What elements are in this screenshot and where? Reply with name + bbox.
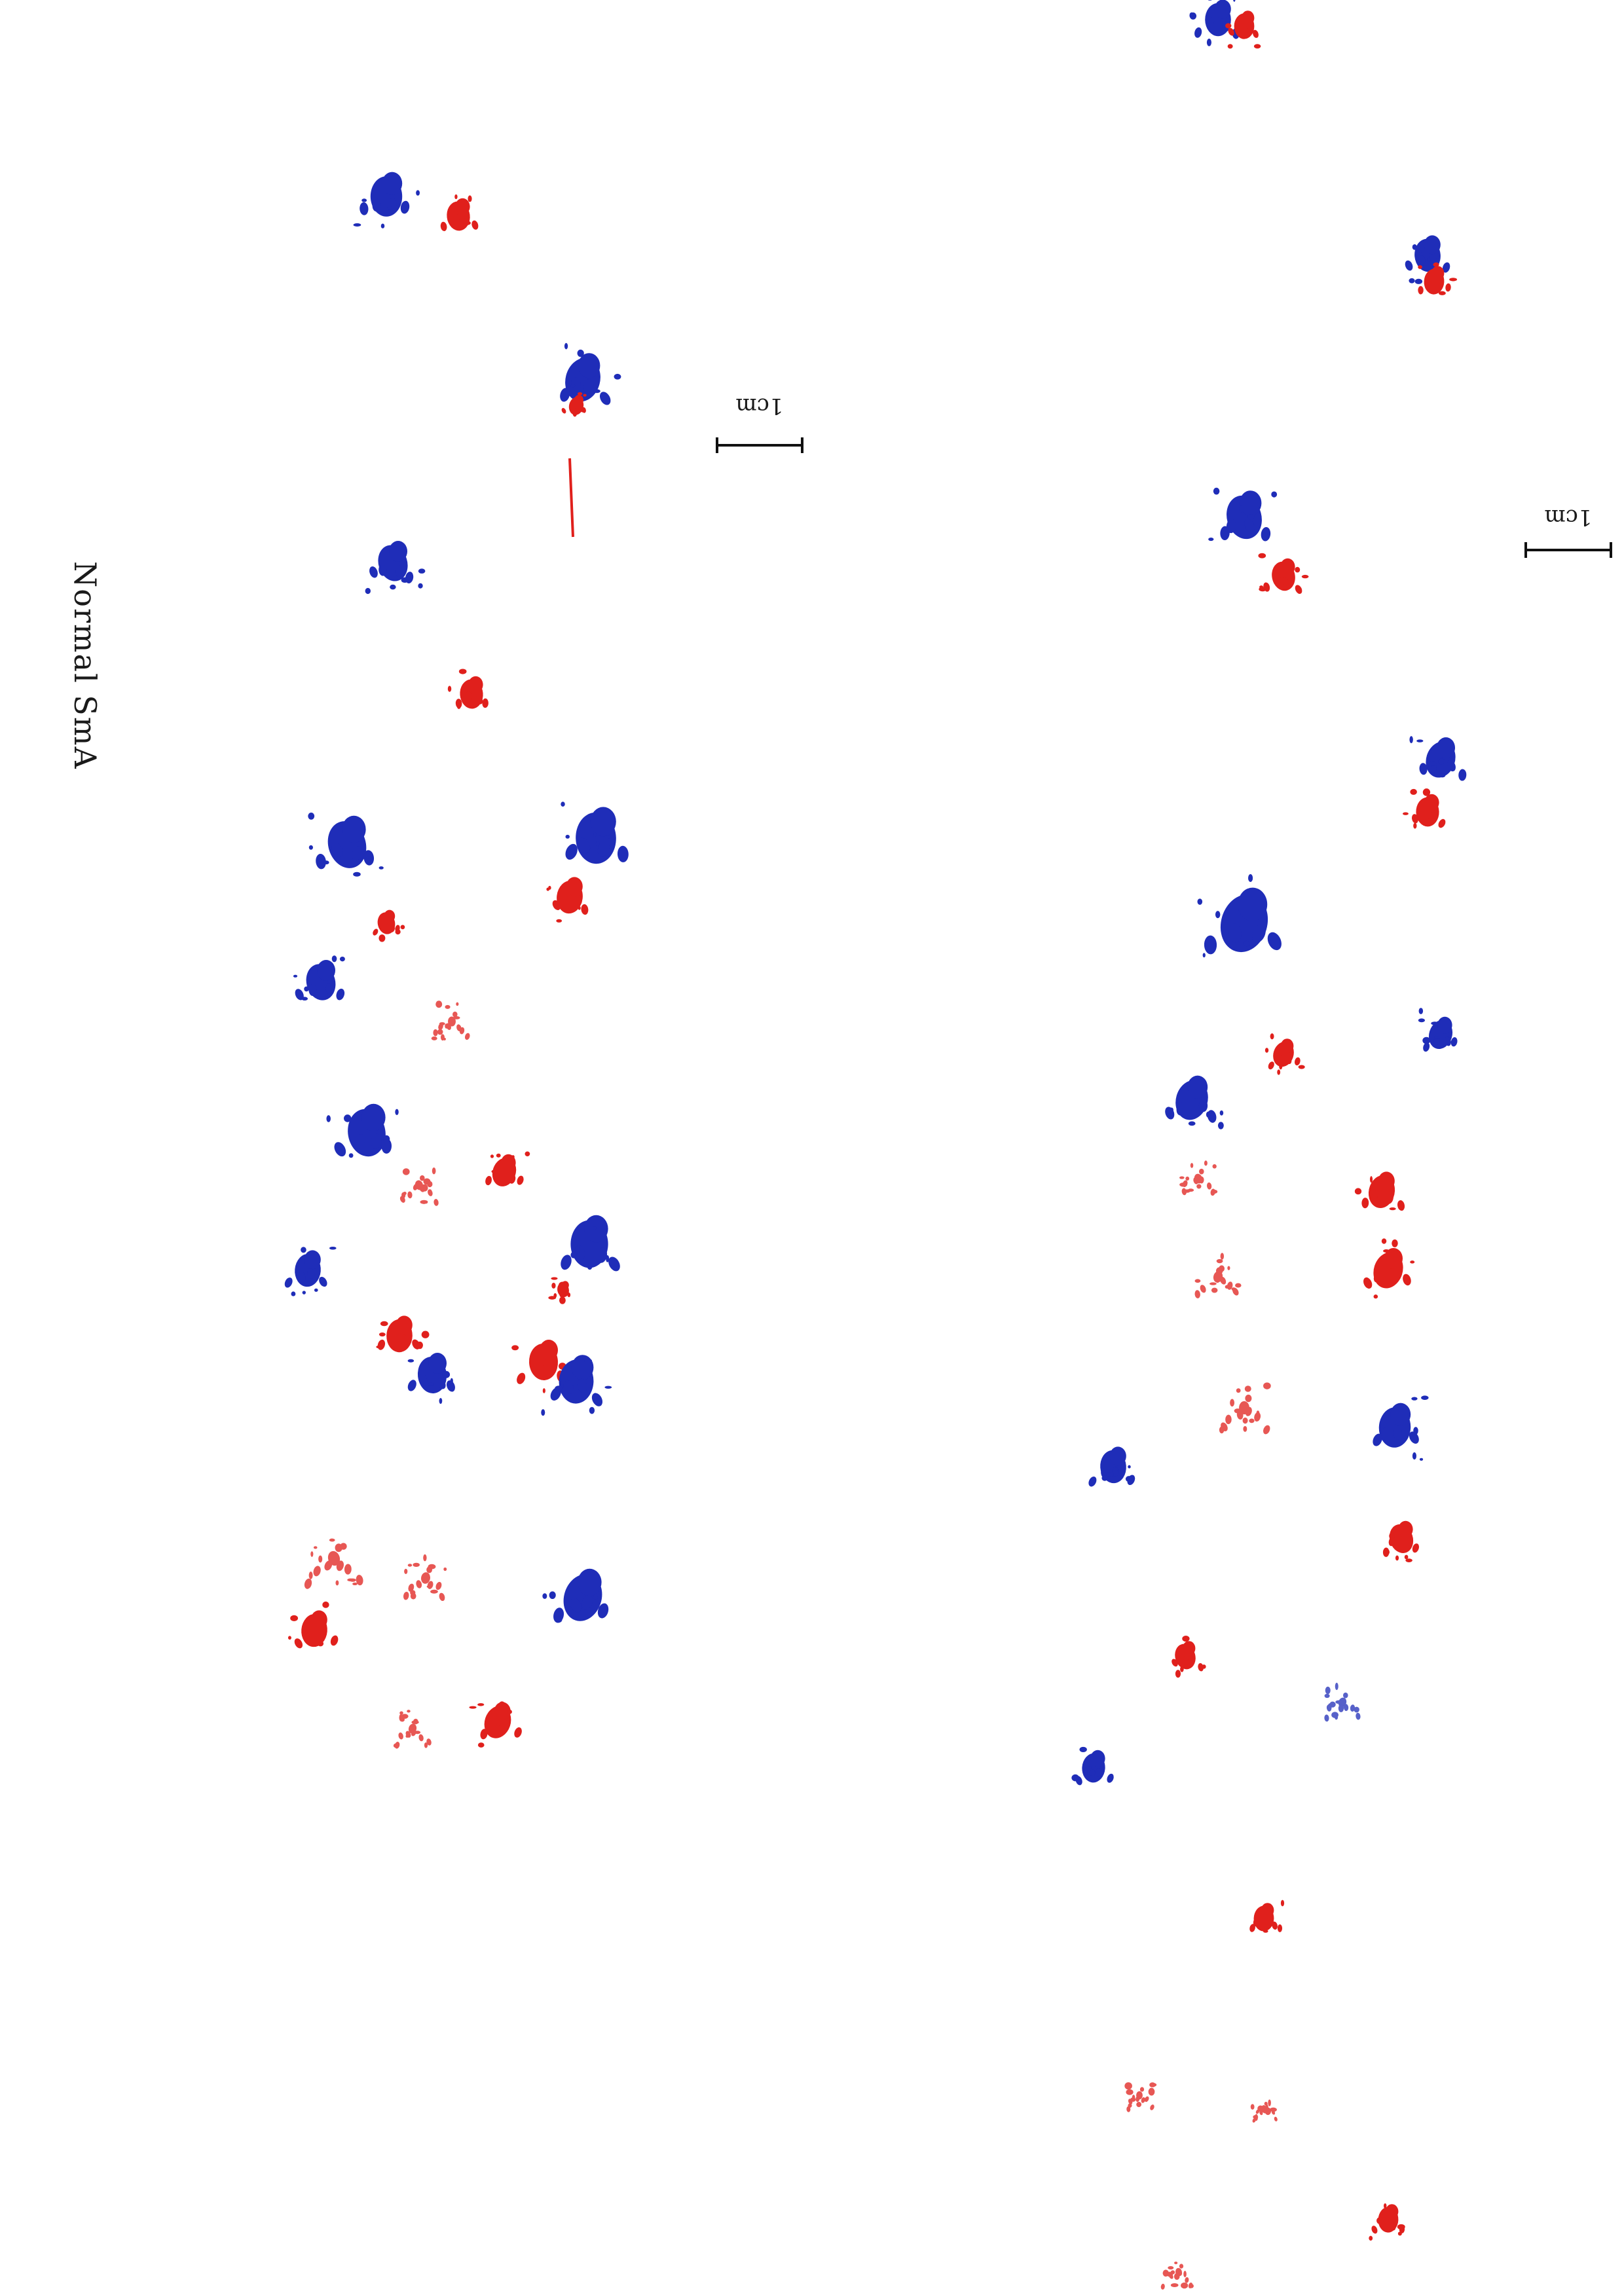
paw-print-left-18	[548, 1277, 571, 1304]
paw-print-right-9	[1197, 873, 1282, 958]
paw-print-left-5	[365, 541, 426, 595]
scale-bar-2-label: 1cm	[1544, 504, 1593, 530]
paw-print-right-15	[1363, 1238, 1415, 1299]
paw-print-right-14	[1354, 1171, 1405, 1211]
paw-print-left-10	[546, 877, 589, 923]
paw-print-right-25	[1124, 2082, 1157, 2112]
paw-print-right-21	[1172, 1636, 1206, 1678]
paw-print-left-15	[399, 1167, 439, 1206]
paw-print-right-22	[1324, 1682, 1361, 1722]
paw-print-right-13	[1179, 1160, 1218, 1196]
paw-print-right-23	[1071, 1746, 1114, 1786]
paw-print-right-24	[1249, 1900, 1285, 1933]
paw-print-left-14	[485, 1151, 530, 1186]
paw-print-left-21	[511, 1340, 570, 1393]
paw-print-right-20	[1382, 1520, 1419, 1562]
paw-print-right-19	[1088, 1446, 1135, 1487]
paw-print-right-1	[1189, 0, 1240, 46]
paw-print-left-24	[403, 1554, 447, 1602]
paw-print-right-16	[1194, 1253, 1242, 1298]
paw-print-left-12	[431, 1001, 470, 1041]
paw-print-right-10	[1264, 1033, 1305, 1075]
paw-print-left-23	[304, 1538, 363, 1589]
scale-bar-2	[1524, 542, 1612, 558]
paw-print-right-4	[1418, 262, 1458, 295]
paw-print-right-5	[1208, 487, 1278, 542]
paw-print-right-6	[1258, 553, 1309, 594]
paw-print-right-2	[1225, 10, 1261, 49]
paw-print-right-12	[1165, 1075, 1224, 1129]
paw-print-left-6	[447, 669, 489, 709]
paw-print-left-28	[469, 1701, 522, 1748]
paw-print-left-25	[542, 1568, 609, 1623]
paw-print-left-4	[561, 392, 587, 417]
sheet-label: Normal SmA	[67, 561, 103, 770]
paw-print-left-26	[287, 1601, 339, 1649]
paw-print-left-27	[393, 1710, 432, 1749]
paw-print-left-8	[373, 909, 405, 942]
scale-bar-1-label: 1cm	[735, 393, 784, 419]
paw-print-right-28	[1160, 2261, 1194, 2290]
paw-print-left-7	[308, 812, 384, 877]
paw-print-right-17	[1219, 1382, 1271, 1435]
paw-print-left-22	[541, 1355, 612, 1416]
paw-print-left-1	[353, 172, 420, 229]
paw-print-left-9	[561, 801, 629, 864]
paw-print-left-19	[376, 1315, 430, 1353]
paw-print-right-26	[1250, 2099, 1278, 2123]
paw-print-left-2	[440, 194, 479, 232]
paw-print-left-3	[560, 342, 621, 405]
tail-drag-mark	[568, 458, 574, 538]
paw-print-right-18	[1373, 1395, 1429, 1461]
paw-print-right-11	[1418, 1008, 1458, 1052]
paw-print-left-13	[326, 1103, 399, 1158]
paw-print-left-20	[407, 1353, 455, 1405]
paw-print-left-11	[293, 955, 345, 1001]
paw-print-left-16	[284, 1246, 337, 1296]
paw-print-right-7	[1409, 736, 1467, 781]
paw-print-right-27	[1369, 2203, 1405, 2241]
scale-bar-1	[716, 437, 803, 453]
paw-print-right-8	[1403, 788, 1446, 829]
paw-print-left-17	[561, 1215, 620, 1272]
